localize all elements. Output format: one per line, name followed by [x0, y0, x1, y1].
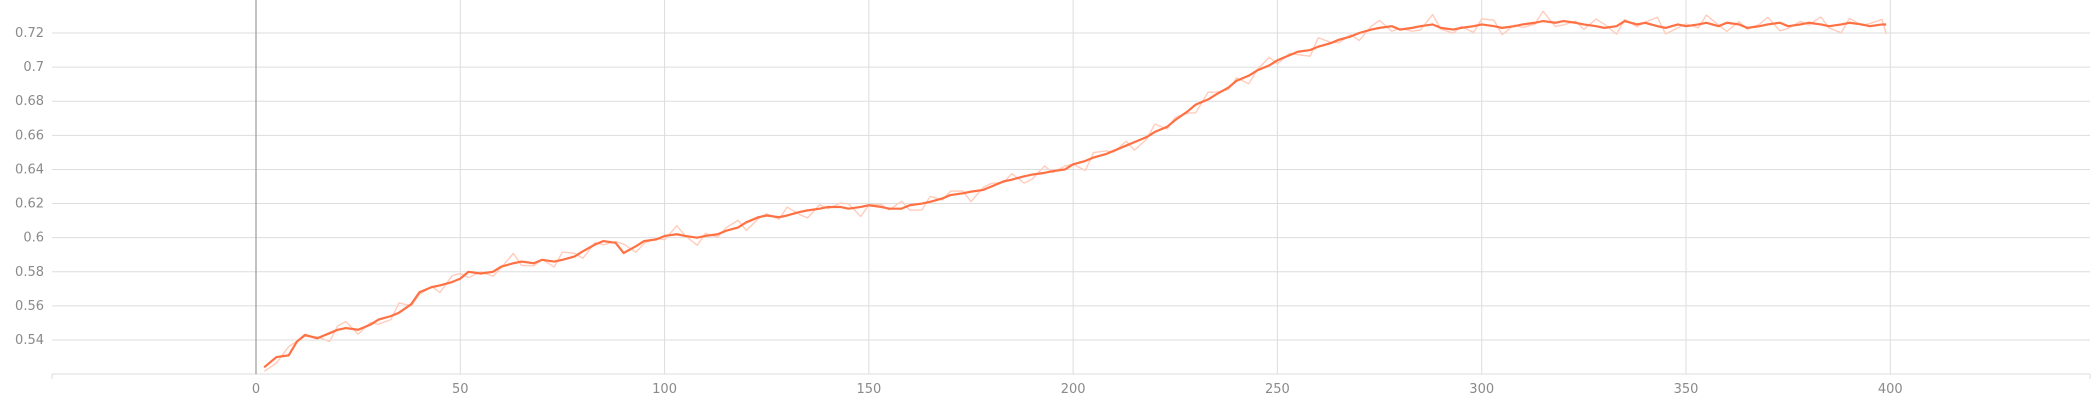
raw-series-line — [263, 10, 1887, 372]
raw-series — [263, 10, 1887, 372]
x-tick-label: 150 — [856, 382, 881, 397]
y-axis-ticks: 0.54 0.56 0.58 0.6 0.62 0.64 0.66 0.68 0.7 0.72 — [15, 26, 44, 348]
smoothed-series — [263, 19, 1887, 369]
x-tick-label: 100 — [652, 382, 677, 397]
y-tick-label: 0.64 — [15, 162, 44, 177]
y-tick-label: 0.62 — [15, 197, 44, 212]
x-tick-label: 200 — [1061, 382, 1086, 397]
x-tick-label: 400 — [1878, 382, 1903, 397]
y-tick-label: 0.56 — [15, 299, 44, 314]
y-tick-label: 0.7 — [23, 60, 44, 75]
x-axis-ticks: 0 50 100 150 200 250 300 350 400 — [252, 382, 1903, 397]
x-tick-label: 300 — [1469, 382, 1494, 397]
x-tick-label: 250 — [1265, 382, 1290, 397]
x-tick-label: 50 — [452, 382, 469, 397]
y-tick-label: 0.66 — [15, 128, 44, 143]
y-tick-label: 0.58 — [15, 265, 44, 280]
smoothed-series-line — [263, 19, 1887, 369]
y-tick-label: 0.6 — [23, 231, 44, 246]
x-tick-label: 350 — [1674, 382, 1699, 397]
x-tick-label: 0 — [252, 382, 260, 397]
y-tick-label: 0.54 — [15, 333, 44, 348]
y-tick-label: 0.72 — [15, 26, 44, 41]
grid-lines — [51, 0, 2091, 379]
y-tick-label: 0.68 — [15, 94, 44, 109]
